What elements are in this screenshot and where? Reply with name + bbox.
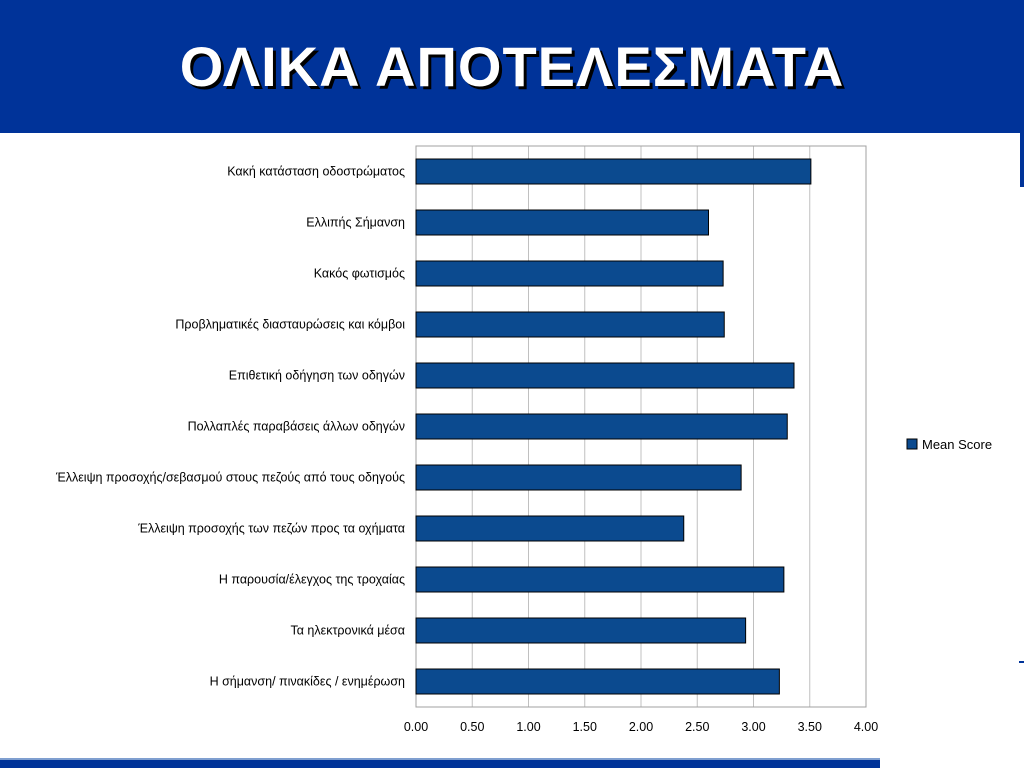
category-label: Ελλιπής Σήμανση <box>306 216 405 230</box>
x-tick-label: 4.00 <box>854 720 878 734</box>
bar-chart: Κακή κατάσταση οδοστρώματος Ελλιπής Σήμαν… <box>55 145 992 734</box>
category-label: Έλλειψη προσοχής/σεβασμού στους πεζούς α… <box>55 471 405 485</box>
legend-swatch <box>906 438 918 450</box>
legend-label: Mean Score <box>922 437 992 452</box>
category-label: Έλλειψη προσοχής των πεζών προς τα οχήμα… <box>137 522 405 536</box>
x-tick-label: 0.50 <box>460 720 484 734</box>
category-label: Κακή κατάσταση οδοστρώματος <box>227 165 405 179</box>
bar <box>415 260 724 287</box>
x-tick-label: 3.50 <box>798 720 822 734</box>
slide-title: ΟΛΙΚΑ ΑΠΟΤΕΛΕΣΜΑΤΑ <box>179 35 845 98</box>
bar <box>415 464 742 491</box>
x-tick-label: 1.00 <box>516 720 540 734</box>
category-label: Κακός φωτισμός <box>314 267 405 281</box>
category-label: Η παρουσία/έλεγχος της τροχαίας <box>219 573 405 587</box>
x-tick-label: 0.00 <box>404 720 428 734</box>
category-label: Τα ηλεκτρονικά μέσα <box>290 624 405 638</box>
right-accent-tick <box>1019 661 1024 663</box>
bar <box>415 515 685 542</box>
bottom-accent-line <box>0 758 880 760</box>
bar <box>415 617 747 644</box>
bottom-accent-bar <box>0 760 880 768</box>
bar <box>415 362 795 389</box>
bar <box>415 209 709 236</box>
right-accent-strip <box>1020 133 1024 187</box>
category-label: Επιθετική οδήγηση των οδηγών <box>229 369 405 383</box>
x-tick-label: 1.50 <box>573 720 597 734</box>
category-label: Προβληματικές διασταυρώσεις και κόμβοι <box>175 318 405 332</box>
title-bar <box>0 0 1024 133</box>
bar <box>415 566 785 593</box>
bar <box>415 311 725 338</box>
x-tick-label: 2.50 <box>685 720 709 734</box>
bar <box>415 413 788 440</box>
x-tick-label: 2.00 <box>629 720 653 734</box>
bar <box>415 158 812 185</box>
category-label: Η σήμανση/ πινακίδες / ενημέρωση <box>210 675 405 689</box>
x-tick-label: 3.00 <box>741 720 765 734</box>
bar <box>415 668 780 695</box>
category-label: Πολλαπλές παραβάσεις άλλων οδηγών <box>188 420 405 434</box>
